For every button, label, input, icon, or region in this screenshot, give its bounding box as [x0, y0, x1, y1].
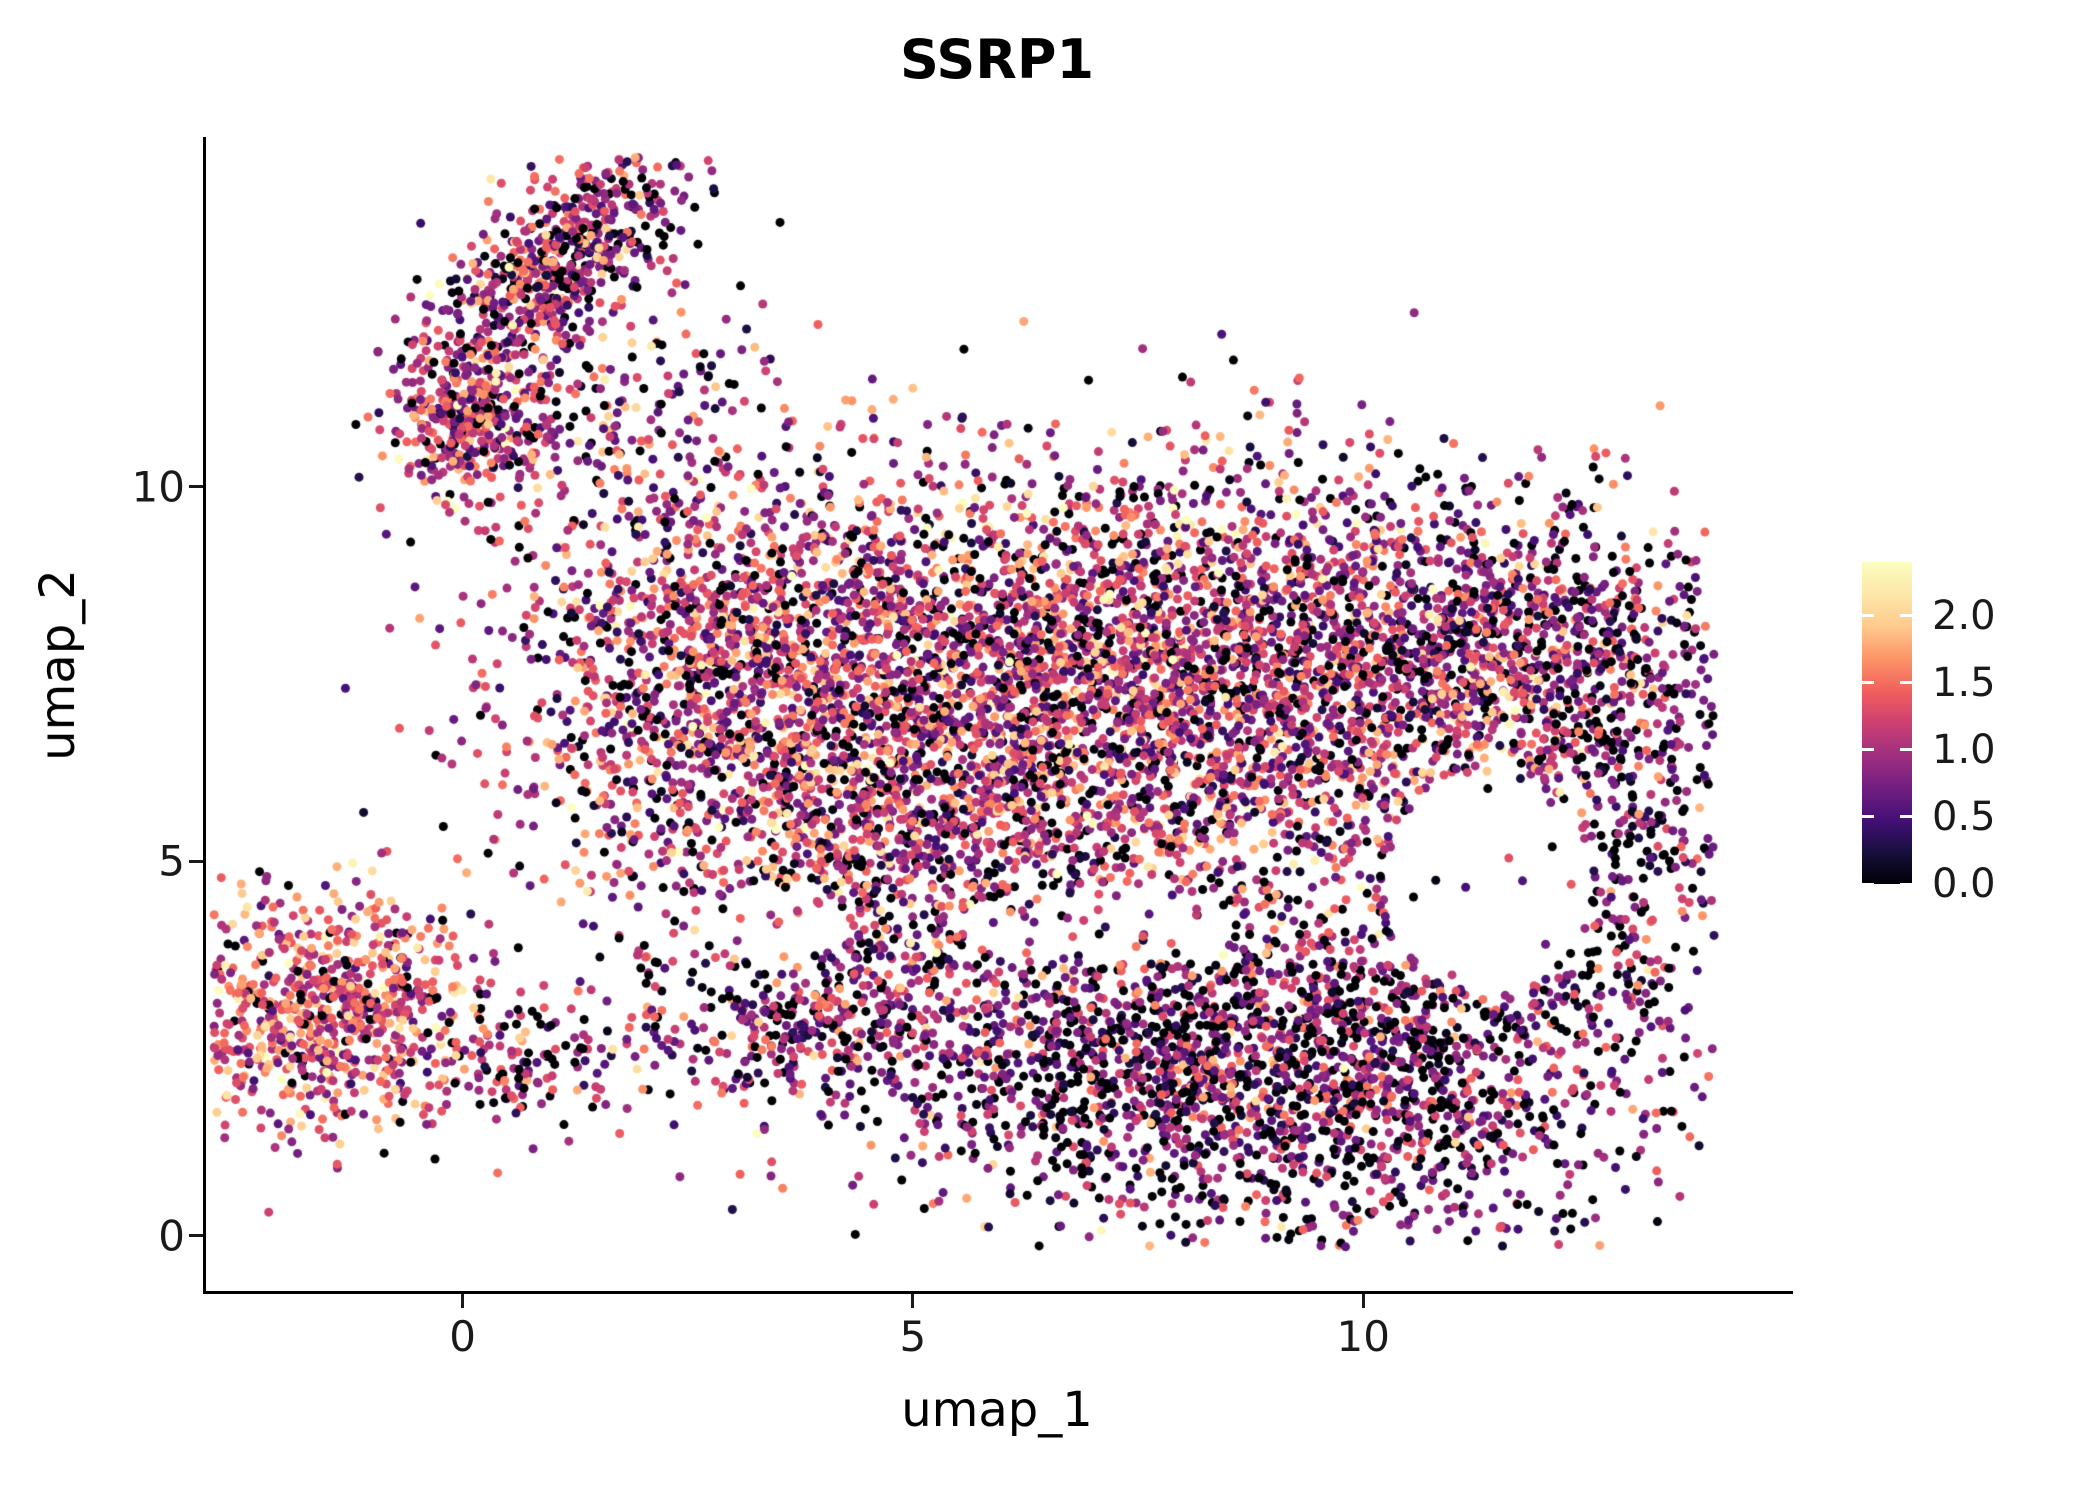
x-tick-label: 5: [899, 1312, 927, 1361]
colorbar-tick-mark: [1900, 748, 1912, 752]
colorbar-tick-mark: [1900, 681, 1912, 685]
colorbar-tick-label: 0.5: [1932, 793, 1996, 840]
y-axis-title: umap_2: [30, 569, 86, 761]
y-axis-line: [203, 137, 206, 1294]
y-tick-label: 10: [131, 462, 185, 512]
plot-title: SSRP1: [899, 28, 1095, 91]
x-tick-label: 0: [449, 1312, 476, 1361]
colorbar-tick-label: 1.5: [1932, 659, 1996, 706]
y-axis-tick-mark: [189, 1234, 203, 1238]
colorbar-tick-mark: [1900, 815, 1912, 819]
x-axis-tick-mark: [461, 1294, 465, 1308]
x-axis-tick-mark: [911, 1294, 915, 1308]
colorbar-tick-mark: [1862, 882, 1874, 886]
x-axis-line: [203, 1291, 1793, 1294]
colorbar-tick-mark: [1862, 748, 1874, 752]
colorbar-tick-mark: [1900, 882, 1912, 886]
x-axis-tick-mark: [1361, 1294, 1365, 1308]
x-tick-label: 10: [1336, 1312, 1390, 1361]
colorbar-gradient: [1862, 562, 1912, 884]
colorbar-tick-mark: [1862, 681, 1874, 685]
colorbar-tick-mark: [1862, 815, 1874, 819]
colorbar-tick-label: 1.0: [1932, 726, 1996, 773]
y-tick-label: 5: [158, 836, 185, 886]
y-tick-label: 0: [158, 1211, 185, 1261]
colorbar-tick-label: 0.0: [1932, 861, 1996, 907]
colorbar-tick-mark: [1900, 614, 1912, 618]
x-axis-title: umap_1: [901, 1382, 1093, 1438]
colorbar-tick-label: 2.0: [1932, 592, 1996, 639]
y-axis-tick-mark: [189, 485, 203, 489]
colorbar-tick-mark: [1862, 614, 1874, 618]
y-axis-tick-mark: [189, 859, 203, 863]
